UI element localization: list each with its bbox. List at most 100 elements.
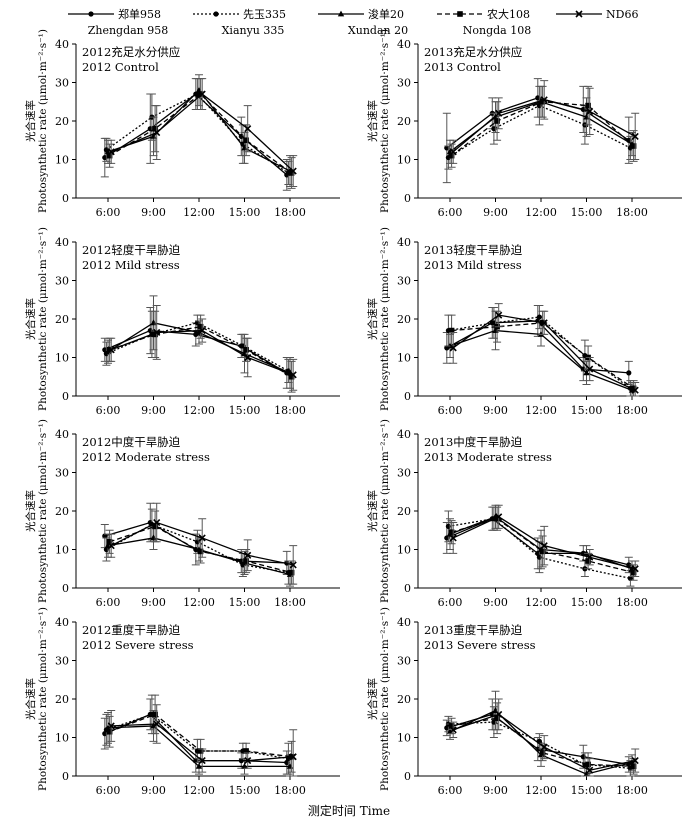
y-axis-title-en: Photosynthetic rate (μmol·m⁻²·s⁻¹) — [37, 29, 49, 213]
data-point — [153, 328, 161, 337]
x-tick-label: 18:00 — [274, 784, 306, 797]
y-tick-label: 40 — [55, 616, 69, 629]
series-2 — [102, 78, 293, 186]
series-line — [106, 93, 289, 174]
y-tick-label: 10 — [55, 352, 69, 365]
y-tick-label: 30 — [55, 655, 69, 668]
series-5 — [107, 502, 298, 585]
series-2 — [444, 506, 635, 587]
data-point — [626, 370, 632, 376]
x-tick-label: 12:00 — [525, 784, 557, 797]
y-tick-label: 10 — [397, 352, 411, 365]
x-tick-label: 9:00 — [141, 206, 166, 219]
error-bar — [585, 758, 594, 777]
data-point — [197, 748, 204, 754]
legend-marker-4 — [457, 11, 463, 17]
data-point — [243, 347, 249, 353]
panel-label-cn: 2012充足水分供应 — [82, 45, 180, 59]
data-point — [244, 353, 252, 362]
chart-panel-5: 0 10 20 30 40 6:00 9:00 12:00 15:00 18:00 光合速率 Phot… — [24, 419, 340, 609]
data-point — [630, 569, 637, 576]
y-tick-label: 30 — [397, 467, 411, 480]
data-point — [495, 109, 503, 117]
panel-label-en: 2012 Severe stress — [82, 638, 194, 652]
data-point — [107, 722, 115, 730]
series-4 — [105, 694, 296, 773]
y-tick-label: 20 — [397, 313, 411, 326]
y-tick-label: 0 — [404, 582, 411, 595]
series-1 — [100, 306, 291, 389]
x-tick-label: 9:00 — [141, 784, 166, 797]
data-point — [630, 143, 637, 149]
y-tick-label: 30 — [55, 467, 69, 480]
panel-label-cn: 2013充足水分供应 — [424, 45, 522, 59]
series-4 — [105, 310, 296, 393]
data-point — [244, 125, 252, 133]
y-axis-title-en: Photosynthetic rate (μmol·m⁻²·s⁻¹) — [37, 607, 49, 791]
series-4 — [105, 510, 296, 585]
y-tick-label: 0 — [62, 582, 69, 595]
x-tick-label: 6:00 — [96, 404, 121, 417]
x-tick-label: 12:00 — [525, 596, 557, 609]
y-tick-label: 40 — [55, 428, 69, 441]
y-tick-label: 10 — [397, 154, 411, 167]
data-point — [152, 523, 158, 530]
y-tick-label: 10 — [397, 732, 411, 745]
x-tick-label: 6:00 — [96, 784, 121, 797]
x-tick-label: 6:00 — [96, 596, 121, 609]
x-tick-label: 12:00 — [183, 596, 215, 609]
series-1 — [442, 698, 633, 773]
y-tick-label: 30 — [55, 77, 69, 90]
x-tick-label: 15:00 — [571, 404, 603, 417]
series-5 — [449, 80, 640, 164]
legend: 郑单958 Zhengdan 958 先玉335 Xianyu 335 浚单20 Xund… — [68, 7, 638, 37]
data-point — [198, 757, 206, 765]
panel-label-cn: 2012轻度干旱胁迫 — [82, 243, 181, 257]
data-point — [289, 561, 297, 569]
series-5 — [107, 704, 298, 777]
y-tick-label: 40 — [397, 428, 411, 441]
data-point — [585, 102, 591, 109]
x-tick-label: 12:00 — [525, 206, 557, 219]
x-tick-label: 18:00 — [274, 206, 306, 219]
series-5 — [449, 504, 640, 577]
panel-label-cn: 2013轻度干旱胁迫 — [424, 243, 523, 257]
data-point — [583, 369, 590, 376]
data-point — [102, 533, 108, 539]
panel-label-cn: 2012重度干旱胁迫 — [82, 623, 181, 637]
panel-label-cn: 2013中度干旱胁迫 — [424, 435, 523, 449]
legend-label-cn-1: 郑单958 — [118, 7, 161, 21]
data-point — [495, 710, 503, 718]
data-point — [195, 762, 203, 769]
data-point — [630, 763, 637, 770]
y-axis-title-en: Photosynthetic rate (μmol·m⁻²·s⁻¹) — [37, 227, 49, 411]
y-tick-label: 40 — [397, 236, 411, 249]
x-tick-label: 9:00 — [483, 206, 508, 219]
data-point — [289, 167, 297, 175]
data-point — [495, 513, 503, 521]
x-tick-label: 18:00 — [616, 404, 648, 417]
legend-label-en-4: Nongda 108 — [463, 24, 531, 37]
chart-panel-2: 0 10 20 30 40 6:00 9:00 12:00 15:00 18:00 光合速率 Phot… — [366, 29, 682, 219]
data-point — [627, 575, 634, 581]
y-axis-title-cn: 光合速率 — [366, 490, 379, 532]
x-tick-label: 6:00 — [438, 784, 463, 797]
y-axis-title-en: Photosynthetic rate (μmol·m⁻²·s⁻¹) — [379, 227, 391, 411]
y-tick-label: 40 — [397, 38, 411, 51]
data-point — [586, 365, 594, 373]
panel-label-en: 2012 Moderate stress — [82, 450, 210, 464]
data-point — [198, 90, 206, 98]
data-point — [449, 148, 457, 156]
y-axis-title-cn: 光合速率 — [24, 678, 37, 720]
x-tick-label: 18:00 — [274, 596, 306, 609]
x-tick-label: 18:00 — [616, 206, 648, 219]
panel-label-en: 2013 Mild stress — [424, 258, 522, 272]
y-tick-label: 10 — [397, 544, 411, 557]
series-4 — [447, 702, 638, 777]
y-tick-label: 30 — [397, 655, 411, 668]
data-point — [152, 711, 158, 718]
x-tick-label: 9:00 — [483, 784, 508, 797]
data-point — [152, 125, 158, 132]
panel-label-en: 2013 Moderate stress — [424, 450, 552, 464]
